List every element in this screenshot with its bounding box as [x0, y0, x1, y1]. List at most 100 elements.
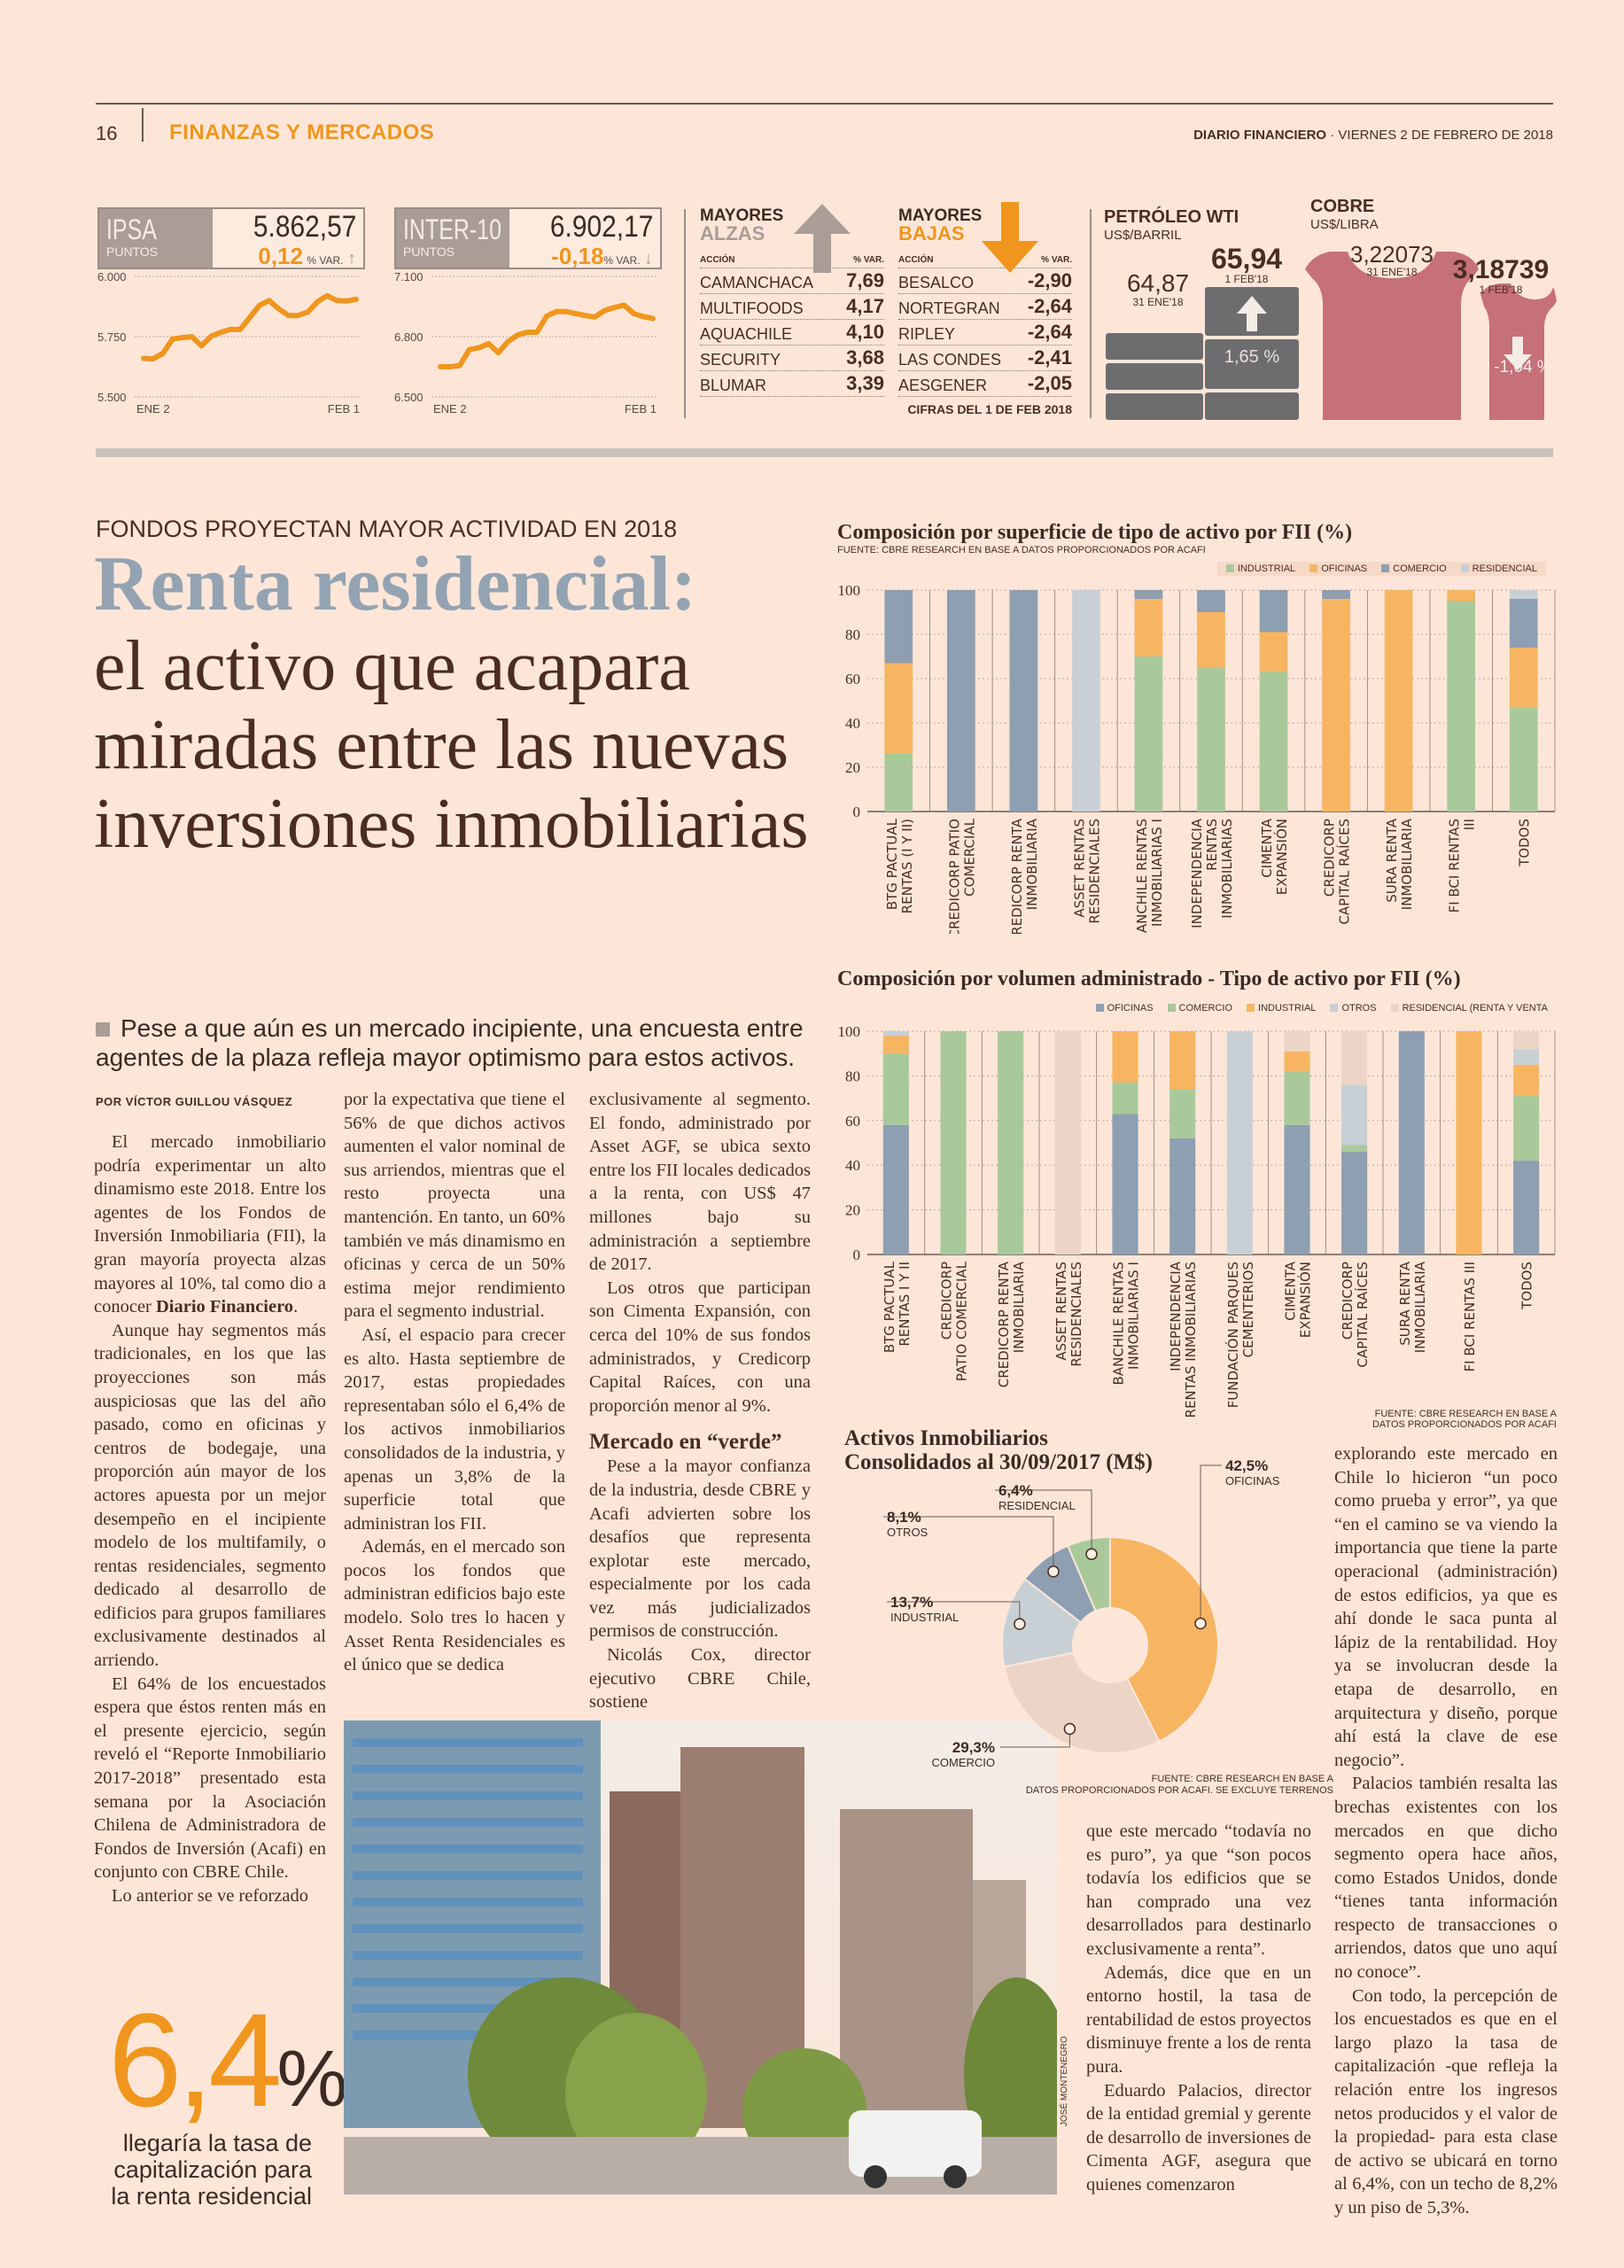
x-tick-label: ENE 2 — [433, 402, 467, 416]
legend-label: RESIDENCIAL (RENTA Y VENTA — [1402, 1003, 1548, 1014]
bar-segment-comercio — [1513, 1096, 1540, 1161]
chart-legend: INDUSTRIAL OFICINAS COMERCIO RESIDENCIAL — [1216, 562, 1546, 576]
inter10-name-panel: INTER-10 PUNTOS — [396, 209, 509, 268]
stock-change: -2,90 — [1027, 269, 1072, 291]
x-category-label: BTG PACTUAL — [882, 1261, 897, 1353]
bar-segment-residencial — [1341, 1031, 1368, 1085]
y-tick-label: 6.500 — [394, 391, 423, 404]
table-row: CAMANCHACA 7,69 — [700, 268, 884, 294]
x-category-label: III — [1462, 819, 1478, 830]
stock-name: NORTEGRAN — [898, 299, 1000, 317]
stock-name: BESALCO — [898, 274, 975, 291]
bar-segment-comercio — [1509, 599, 1538, 648]
copper-ingots-icon — [1305, 252, 1557, 420]
bar-segment-comercio — [940, 1031, 967, 1254]
stock-change: -2,64 — [1027, 295, 1072, 317]
y-tick-label: 6.000 — [97, 270, 127, 284]
paragraph: El 64% de los encuestados espera que ést… — [94, 1674, 326, 1883]
donut-slice-oficinas — [1109, 1535, 1219, 1744]
bar-segment-comercio — [1284, 1071, 1310, 1125]
ipsa-change-label: % VAR. — [307, 254, 344, 267]
legend-item: INDUSTRIAL — [1247, 1003, 1316, 1014]
bar-segment-oficinas — [1134, 599, 1163, 656]
legend-swatch — [1381, 564, 1390, 572]
paragraph: Lo anterior se ve reforzado — [112, 1886, 308, 1906]
bar-segment-otros — [1226, 1031, 1253, 1254]
legend-label: COMERCIO — [1178, 1003, 1233, 1014]
x-category-label: EXPANSIÓN — [1273, 819, 1290, 895]
paragraph: Pese a la mayor confianza de la industri… — [589, 1456, 811, 1642]
x-category-label: INDEPENDENCIA — [1189, 818, 1205, 928]
article-column-1: El mercado inmobiliario podría experimen… — [94, 1130, 326, 1908]
leader-line — [995, 1489, 1092, 1555]
stock-change: 4,17 — [846, 295, 884, 317]
bar-segment-comercio — [1259, 590, 1288, 633]
slice-value-label: 42,5% — [1225, 1457, 1268, 1474]
bar-segment-oficinas — [1284, 1124, 1310, 1254]
oil-barrels-icon — [1106, 287, 1299, 420]
paragraph: Palacios también resalta las brechas exi… — [1334, 1774, 1558, 1983]
x-category-label: CREDICORP RENTA — [1009, 818, 1025, 934]
source-line: FUENTE: CBRE RESEARCH EN BASE A — [1374, 1409, 1557, 1419]
bar-segment-industrial — [884, 754, 913, 812]
bajas-col-var: % VAR. — [1041, 255, 1072, 265]
bar-segment-oficinas — [1398, 1031, 1425, 1254]
ticker-divider — [1090, 209, 1092, 418]
x-category-label: CREDICORP — [1322, 819, 1338, 897]
bar-segment-comercio — [1169, 1089, 1196, 1138]
donut-slice-industrial — [1001, 1577, 1083, 1668]
bar-segment-residencial — [1513, 1031, 1540, 1050]
y-tick-label: 80 — [845, 626, 860, 643]
text: El mercado inmobiliario podría experimen… — [94, 1132, 326, 1317]
alzas-title-1: MAYORES — [700, 206, 784, 225]
chart-superficie: Composición por superficie de tipo de ac… — [837, 521, 1557, 934]
source-line: FUENTE: CBRE RESEARCH EN BASE A — [1151, 1774, 1333, 1784]
publication-name: DIARIO FINANCIERO — [1193, 128, 1327, 143]
bajas-panel: MAYORES BAJAS ACCIÓN % VAR. BESALCO -2,90 N… — [898, 202, 1072, 416]
bar-segment-residencial — [1054, 1031, 1081, 1254]
legend-item: INDUSTRIAL — [1225, 563, 1295, 574]
donut-slice-residencial — [1066, 1535, 1111, 1612]
x-tick-label: FEB 1 — [625, 402, 657, 416]
ipsa-name: IPSA — [106, 214, 157, 245]
stock-name: SECURITY — [700, 351, 781, 369]
alzas-title-2: ALZAS — [700, 222, 765, 245]
ipsa-value-panel: 5.862,57 0,12 % VAR. ↑ — [213, 209, 363, 268]
x-category-label: INDEPENDENCIA — [1168, 1261, 1184, 1371]
x-category-label: TODOS — [1519, 1262, 1535, 1310]
paragraph: Así, el espacio para crecer es alto. Has… — [344, 1324, 565, 1534]
x-tick-label: ENE 2 — [136, 402, 170, 416]
index-line — [141, 292, 359, 362]
donut-slice-comercio — [1003, 1651, 1161, 1754]
x-category-label: TODOS — [1517, 819, 1533, 867]
bajas-title-2: BAJAS — [898, 222, 965, 245]
leader-line — [1200, 1464, 1222, 1624]
x-category-label: RESIDENCIALES — [1086, 819, 1102, 924]
legend-item: OFICINAS — [1309, 563, 1367, 574]
bar-segment-industrial — [1112, 1031, 1138, 1083]
x-category-label: INMOBILIARIAS I — [1149, 819, 1165, 927]
slice-name-label: OTROS — [887, 1526, 929, 1539]
petroleo-unit: US$/BARRIL — [1104, 228, 1182, 243]
x-category-label: BANCHILE RENTAS — [1111, 1262, 1127, 1385]
cobre-prev: 3,22073 31 ENE'18 — [1339, 243, 1445, 278]
chart-title: Composición por volumen administrado - T… — [837, 967, 1461, 990]
x-category-label: EXPANSIÓN — [1297, 1262, 1314, 1338]
ipsa-name-panel: IPSA PUNTOS — [99, 209, 213, 268]
legend-label: OFICINAS — [1107, 1003, 1154, 1014]
paragraph: Además, en el mercado son pocos los fond… — [344, 1537, 565, 1675]
bar-segment-oficinas — [1341, 1152, 1368, 1254]
arrow-up-icon — [794, 204, 851, 273]
paragraph: Los otros que participan son Cimenta Exp… — [589, 1278, 811, 1416]
x-category-label: ASSET RENTAS — [1071, 819, 1087, 918]
petroleo-prev: 64,87 31 ENE'18 — [1118, 271, 1198, 309]
y-tick-label: 0 — [853, 804, 861, 820]
title-line: Activos Inmobiliarios — [844, 1426, 1048, 1450]
bar-segment-comercio — [1197, 590, 1225, 612]
stock-change: 3,68 — [846, 346, 884, 369]
paragraph: El mercado inmobiliario podría experimen… — [94, 1130, 326, 1319]
x-category-label: CREDICORP — [1340, 1262, 1356, 1340]
chart-plot: 0 20 40 60 80 100 BTG PACTUAL RENTAS (I Y II) CR… — [838, 582, 1556, 934]
x-category-label: RENTAS — [1204, 819, 1220, 871]
bar-segment-otros — [882, 1031, 909, 1037]
